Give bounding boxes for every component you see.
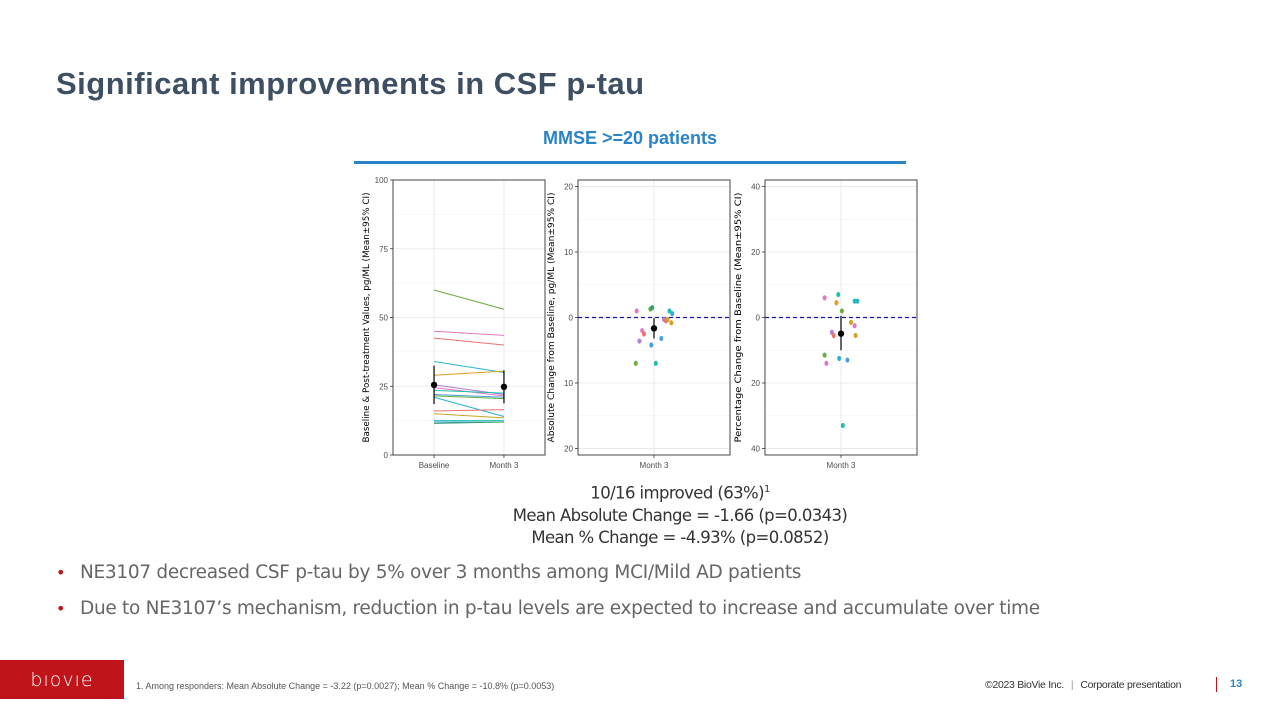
y-tick-label: 50 xyxy=(379,314,388,323)
mean-point xyxy=(650,325,658,332)
mean-point xyxy=(430,381,438,389)
mean-point xyxy=(500,383,508,390)
data-point xyxy=(852,323,857,329)
series-line xyxy=(434,409,504,412)
data-point xyxy=(840,422,845,429)
data-point xyxy=(822,352,827,358)
data-point xyxy=(831,332,836,339)
subtitle-underline xyxy=(354,161,906,164)
bullet-item: • Due to NE3107’s mechanism, reduction in… xyxy=(56,596,1040,632)
footnote-ref: 1 xyxy=(763,484,770,495)
y-axis-title: Baseline & Post-treatment Values, pg/ML … xyxy=(362,193,372,443)
page-divider xyxy=(1216,677,1217,692)
data-point xyxy=(852,298,857,304)
y-tick-label: 20 xyxy=(564,444,573,453)
data-point xyxy=(641,331,646,337)
data-point xyxy=(650,305,655,311)
series-line xyxy=(433,337,505,346)
mean-percent-stat: Mean % Change = -4.93% (p=0.0852) xyxy=(531,527,829,547)
presentation-label: Corporate presentation xyxy=(1080,679,1182,691)
data-point xyxy=(653,360,658,366)
y-tick-label: 0 xyxy=(384,451,389,460)
bullet-item: • NE3107 decreased CSF p-tau by 5% over 3… xyxy=(56,560,1040,596)
y-tick-label: 10 xyxy=(564,248,573,257)
series-line xyxy=(434,389,504,394)
data-point xyxy=(637,338,642,344)
data-point xyxy=(659,335,664,342)
series-line xyxy=(434,395,504,400)
x-tick-label: Baseline xyxy=(419,461,450,470)
page-title: Significant improvements in CSF p-tau xyxy=(56,66,645,101)
y-tick-label: 10 xyxy=(564,379,573,388)
bullet-text: NE3107 decreased CSF p-tau by 5% over 3 … xyxy=(80,562,802,583)
data-point xyxy=(836,291,841,298)
series-line xyxy=(434,413,504,419)
y-axis-title: Percentage Change from Baseline (Mean±95… xyxy=(734,193,744,443)
series-line xyxy=(434,330,504,336)
y-tick-label: 40 xyxy=(751,444,760,453)
page-number: 13 xyxy=(1230,678,1243,690)
data-point xyxy=(845,357,850,363)
bullet-list: • NE3107 decreased CSF p-tau by 5% over 3… xyxy=(56,560,1040,632)
summary-stats: 10/16 improved (63%)1 Mean Absolute Chan… xyxy=(400,479,960,549)
series-line xyxy=(434,370,504,376)
data-point xyxy=(667,308,672,314)
data-point xyxy=(849,319,854,326)
footer-separator: | xyxy=(1070,679,1074,691)
data-point xyxy=(855,298,860,304)
bullet-text: Due to NE3107’s mechanism, reduction in … xyxy=(80,598,1040,619)
y-tick-label: 75 xyxy=(379,245,388,254)
panel-border xyxy=(577,179,731,456)
bullet-dot: • xyxy=(56,563,66,582)
y-tick-label: 20 xyxy=(751,248,760,257)
data-point xyxy=(822,295,827,301)
data-point xyxy=(824,360,829,366)
y-axis-title: Absolute Change from Baseline, pg/ML (Me… xyxy=(547,193,557,443)
x-tick-label: Month 3 xyxy=(490,461,519,470)
improved-stat: 10/16 improved (63%)1 xyxy=(590,483,770,503)
series-line xyxy=(433,360,505,374)
y-tick-label: 0 xyxy=(569,314,574,323)
y-tick-label: 100 xyxy=(375,176,389,185)
chart-subtitle: MMSE >=20 patients xyxy=(542,128,718,148)
bullet-dot: • xyxy=(56,599,66,618)
copyright-text: ©2023 BioVie Inc. | Corporate presentation xyxy=(985,679,1181,691)
data-point xyxy=(633,360,638,366)
footnote: 1. Among responders: Mean Absolute Chang… xyxy=(136,681,555,691)
data-point xyxy=(853,332,858,339)
y-tick-label: 0 xyxy=(756,314,761,323)
data-point xyxy=(837,355,842,362)
logo-text: bıovıe xyxy=(30,668,94,691)
panel-border xyxy=(392,179,546,456)
data-point xyxy=(634,308,639,314)
mean-point xyxy=(837,330,845,337)
panel-border xyxy=(764,179,918,456)
data-point xyxy=(669,320,674,326)
y-tick-label: 20 xyxy=(751,379,760,388)
y-tick-label: 25 xyxy=(379,382,388,391)
series-line xyxy=(434,393,504,398)
data-point xyxy=(649,342,654,348)
biovie-logo: bıovıe xyxy=(0,660,124,699)
data-point xyxy=(834,300,839,306)
series-line xyxy=(433,396,505,418)
data-point xyxy=(839,308,844,314)
series-line xyxy=(433,289,505,310)
y-tick-label: 40 xyxy=(751,183,760,192)
copyright: ©2023 BioVie Inc. xyxy=(985,679,1064,691)
x-tick-label: Month 3 xyxy=(640,461,669,470)
y-tick-label: 20 xyxy=(564,183,573,192)
series-line xyxy=(434,421,504,424)
data-point xyxy=(665,316,670,323)
data-point xyxy=(670,310,675,317)
x-tick-label: Month 3 xyxy=(827,461,856,470)
mean-absolute-stat: Mean Absolute Change = -1.66 (p=0.0343) xyxy=(512,505,848,525)
